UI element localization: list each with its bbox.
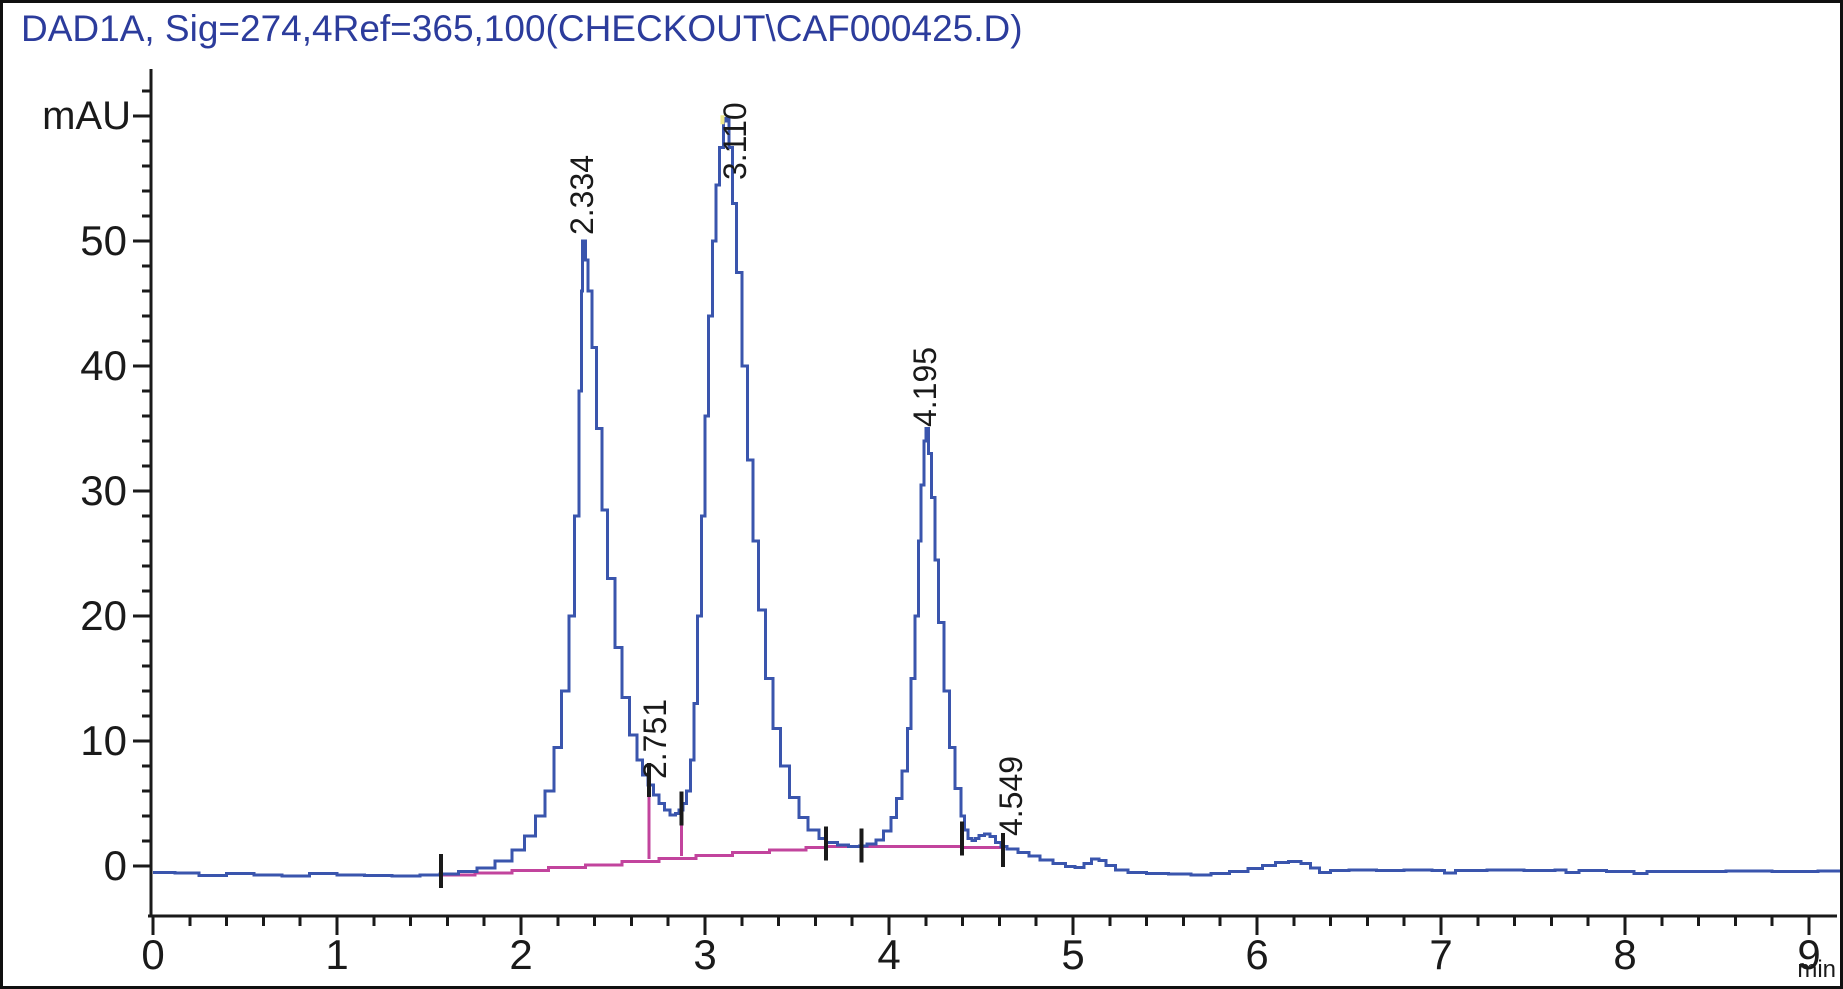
signal-trace xyxy=(153,117,1840,878)
y-axis-unit-label: mAU xyxy=(42,94,131,138)
y-tick-label-10: 10 xyxy=(80,717,127,764)
integration-baseline-group xyxy=(441,844,1004,877)
apex-marker xyxy=(720,115,725,125)
x-tick-label-5: 5 xyxy=(1061,931,1084,978)
y-tick-label-40: 40 xyxy=(80,342,127,389)
x-tick-label-1: 1 xyxy=(325,931,348,978)
peak-start-end-markers xyxy=(438,762,1006,888)
peak-labels-group: 2.334 2.751 3.110 4.195 4.549 xyxy=(564,102,1029,836)
chromatogram-plot: DAD1A, Sig=274,4Ref=365,100(CHECKOUT\CAF… xyxy=(21,8,1840,983)
integration-baseline xyxy=(441,844,1004,877)
x-tick-label-9: 9 xyxy=(1797,931,1820,978)
drop-lines-group xyxy=(647,786,683,860)
signal-trace-group xyxy=(153,115,1840,878)
x-tick-label-6: 6 xyxy=(1245,931,1268,978)
x-tick-label-3: 3 xyxy=(693,931,716,978)
y-tick-label-30: 30 xyxy=(80,467,127,514)
y-tick-label-50: 50 xyxy=(80,217,127,264)
peak-label-2.751: 2.751 xyxy=(637,699,673,779)
x-tick-label-0: 0 xyxy=(141,931,164,978)
x-tick-label-4: 4 xyxy=(877,931,900,978)
peak-label-4.195: 4.195 xyxy=(907,347,943,427)
x-tick-label-2: 2 xyxy=(509,931,532,978)
x-tick-label-8: 8 xyxy=(1613,931,1636,978)
peak-label-3.110: 3.110 xyxy=(717,102,753,180)
x-axis-unit-label: min xyxy=(1797,956,1836,983)
y-tick-label-20: 20 xyxy=(80,592,127,639)
chromatogram-title: DAD1A, Sig=274,4Ref=365,100(CHECKOUT\CAF… xyxy=(21,8,1023,49)
axes-group: 0 1 2 3 4 5 6 7 8 9 0 10 20 30 40 50 xyxy=(80,69,1837,978)
peak-label-2.334: 2.334 xyxy=(564,155,600,235)
peak-label-4.549: 4.549 xyxy=(993,756,1029,836)
x-tick-label-7: 7 xyxy=(1429,931,1452,978)
y-tick-label-0: 0 xyxy=(104,842,127,889)
